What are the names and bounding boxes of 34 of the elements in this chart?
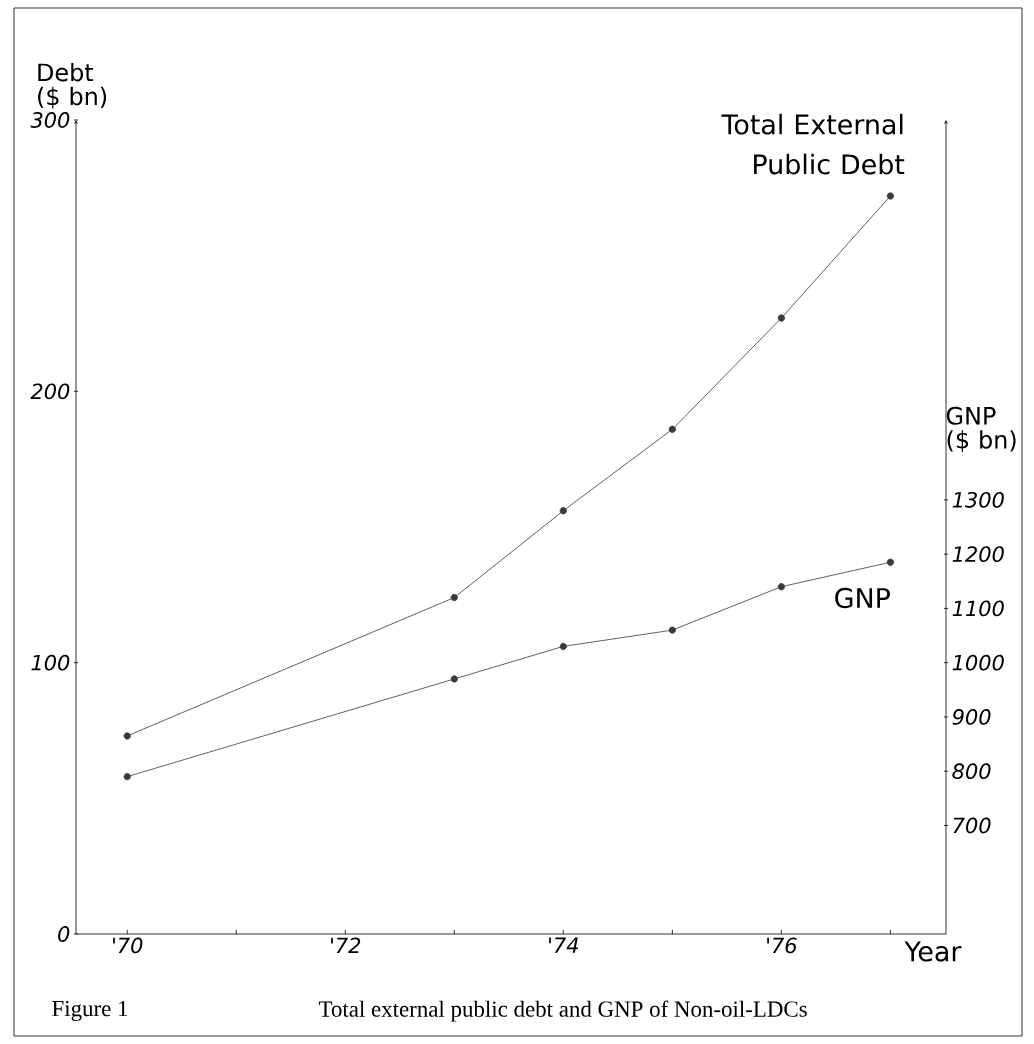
point	[668, 626, 676, 634]
y2-tick-label: 700	[953, 817, 991, 834]
series-label: Total External Public Debt	[721, 113, 905, 175]
x-tick-label: '74	[549, 937, 579, 953]
x-tick-label: '70	[113, 937, 143, 954]
x-tick-label: '72	[331, 937, 361, 954]
text: Total external public debt and GNP of Non-oil-LDCs	[318, 1000, 807, 1022]
point	[559, 642, 567, 650]
y-tick-label: 200	[30, 383, 70, 400]
y2-tick-label: 900	[952, 709, 991, 725]
series-label: GNP	[835, 587, 890, 609]
y2-axis-title: GNP ($ bn)	[946, 406, 1016, 452]
point	[668, 425, 676, 433]
y-axis-title: Debt ($ bn)	[38, 62, 107, 109]
y2-tick-label: 1200	[952, 546, 1004, 563]
point	[123, 773, 131, 781]
y-tick-label: 300	[30, 112, 70, 128]
y2-tick-label: 1300	[952, 491, 1004, 508]
point	[123, 732, 131, 740]
y-tick-label: 0	[58, 926, 70, 942]
x-axis-title: Year	[904, 941, 962, 962]
point	[777, 583, 785, 591]
caption: Figure 1	[52, 1000, 128, 1022]
y-tick-label: 100	[31, 654, 70, 671]
point	[777, 314, 785, 322]
point	[886, 192, 895, 200]
x-tick-label: '76	[767, 937, 797, 954]
point	[450, 675, 458, 683]
y2-tick-label: 800	[952, 763, 991, 780]
y2-tick-label: 1000	[952, 654, 1004, 671]
point	[559, 507, 567, 515]
y2-tick-label: 1100	[952, 600, 1004, 617]
point	[450, 593, 458, 602]
point	[886, 558, 895, 566]
